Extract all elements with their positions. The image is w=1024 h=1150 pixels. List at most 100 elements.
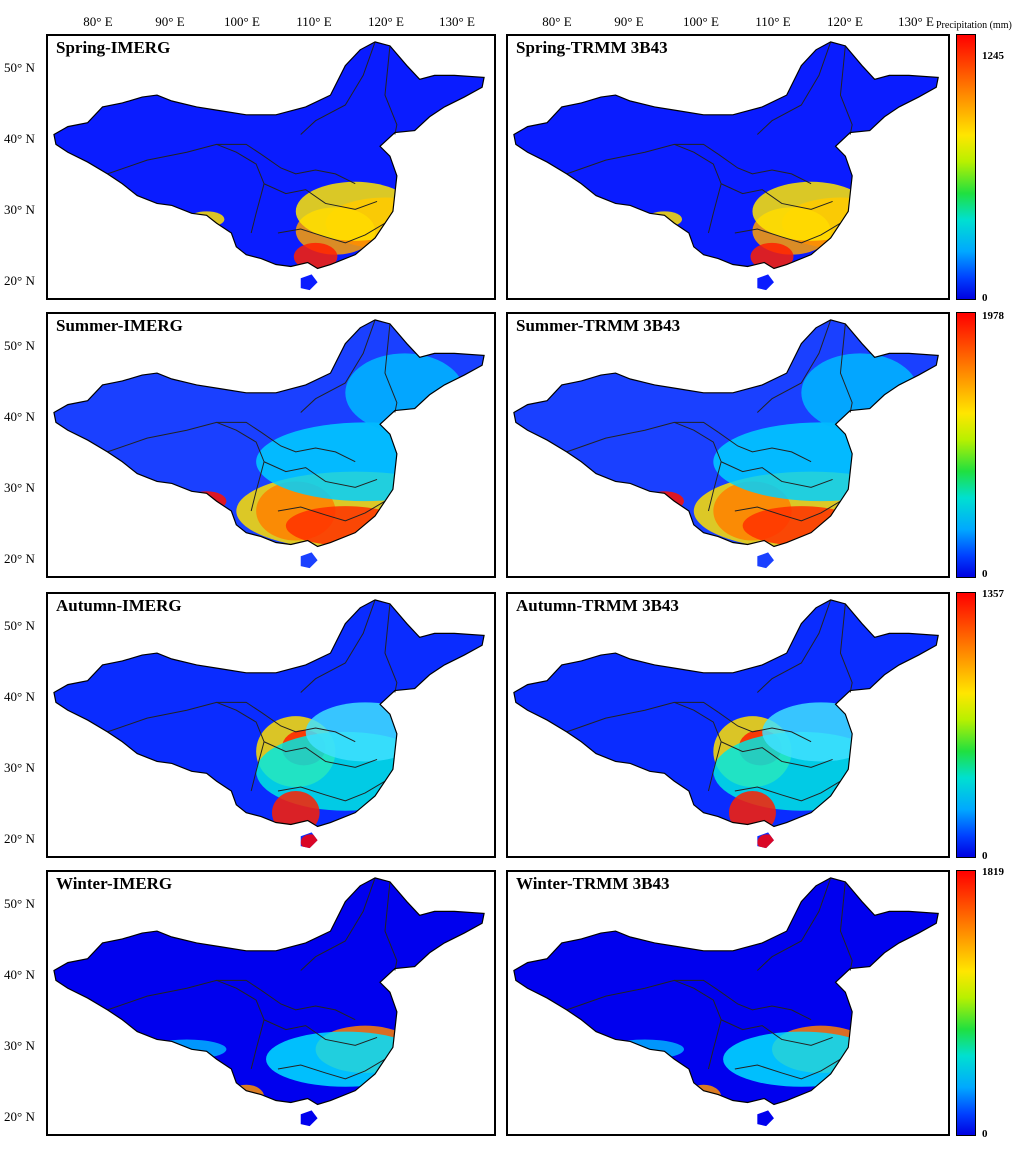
precipitation-zone: [186, 491, 227, 511]
region-boundary: [756, 599, 832, 693]
region-boundary: [260, 431, 356, 463]
lat-tick: 40° N: [4, 131, 35, 146]
country-outline: [513, 599, 939, 828]
precipitation-map: [53, 319, 485, 569]
region-boundary: [107, 143, 262, 175]
region-boundary: [216, 701, 265, 792]
precipitation-zone: [605, 1039, 684, 1060]
region-boundary: [107, 421, 262, 453]
lon-tick: 100° E: [224, 14, 260, 29]
precipitation-zone: [742, 506, 860, 546]
region-boundary: [674, 143, 722, 234]
lat-tick: 50° N: [4, 618, 35, 633]
lat-tick: 20° N: [4, 831, 35, 846]
precipitation-zone: [256, 422, 475, 502]
region-boundary: [717, 711, 812, 743]
region-boundary: [277, 1058, 386, 1080]
lon-tick: 130° E: [898, 14, 934, 29]
panel-title: Summer-TRMM 3B43: [516, 316, 681, 335]
region-boundary: [717, 431, 812, 463]
precipitation-zone: [728, 790, 776, 835]
region-boundary: [300, 319, 376, 413]
region-boundary: [107, 701, 262, 733]
lon-tick: 110° E: [755, 14, 791, 29]
lon-tick: 100° E: [683, 14, 719, 29]
colorbar-min: 0: [982, 568, 988, 580]
colorbar-min: 0: [982, 850, 988, 862]
region-boundary: [384, 45, 398, 135]
region-boundary: [720, 741, 833, 768]
region-boundary: [566, 701, 719, 733]
precipitation-zone: [752, 181, 870, 241]
map-panel-summer-imerg: Summer-IMERG: [46, 312, 496, 578]
country-outline: [53, 877, 485, 1106]
region-boundary: [839, 323, 853, 413]
region-boundary: [674, 421, 722, 512]
colorbar-title: Precipitation (mm): [936, 20, 1012, 31]
colorbar-max: 1819: [982, 866, 1004, 878]
colorbar-min: 0: [982, 292, 988, 304]
region-boundary: [216, 421, 265, 512]
precipitation-zone: [750, 242, 794, 271]
colorbar-max: 1978: [982, 310, 1004, 322]
precipitation-zone: [285, 506, 405, 546]
region-boundary: [263, 183, 378, 210]
map-panel-spring-trmm: Spring-TRMM 3B43: [506, 34, 950, 300]
region-boundary: [734, 780, 841, 802]
region-boundary: [717, 153, 812, 185]
region-boundary: [756, 877, 832, 971]
colorbar-autumn: [956, 592, 976, 858]
lat-tick: 30° N: [4, 760, 35, 775]
panel-title: Winter-TRMM 3B43: [516, 874, 670, 893]
region-boundary: [300, 877, 376, 971]
precipitation-map: [53, 599, 485, 849]
lat-tick: 40° N: [4, 409, 35, 424]
region-boundary: [839, 45, 853, 135]
precipitation-map: [513, 599, 939, 849]
lat-tick: 20° N: [4, 1109, 35, 1124]
lon-tick: 130° E: [439, 14, 475, 29]
country-outline: [513, 319, 939, 548]
panel-title: Summer-IMERG: [56, 316, 183, 335]
precipitation-zone: [295, 181, 415, 241]
colorbar-summer: [956, 312, 976, 578]
region-boundary: [300, 599, 376, 693]
region-boundary: [674, 701, 722, 792]
region-boundary: [734, 500, 841, 522]
region-boundary: [756, 319, 832, 413]
map-panel-summer-trmm: Summer-TRMM 3B43: [506, 312, 950, 578]
lat-tick: 30° N: [4, 1038, 35, 1053]
region-boundary: [260, 153, 356, 185]
region-boundary: [566, 421, 719, 453]
lat-tick: 40° N: [4, 967, 35, 982]
lon-tick: 90° E: [155, 14, 185, 29]
region-boundary: [277, 500, 386, 522]
country-outline: [513, 877, 939, 1106]
panel-title: Spring-IMERG: [56, 38, 171, 57]
region-boundary: [384, 881, 398, 971]
region-boundary: [384, 323, 398, 413]
region-boundary: [674, 979, 722, 1070]
region-boundary: [384, 603, 398, 693]
country-outline: [513, 41, 939, 270]
region-boundary: [107, 979, 262, 1011]
lat-tick: 40° N: [4, 689, 35, 704]
region-boundary: [277, 780, 386, 802]
panel-title: Autumn-TRMM 3B43: [516, 596, 679, 615]
region-boundary: [263, 461, 378, 488]
region-boundary: [260, 711, 356, 743]
precipitation-map: [513, 877, 939, 1127]
region-boundary: [720, 183, 833, 210]
region-boundary: [839, 603, 853, 693]
precipitation-map: [53, 877, 485, 1127]
region-boundary: [263, 741, 378, 768]
lon-tick: 80° E: [542, 14, 572, 29]
lat-tick: 50° N: [4, 338, 35, 353]
precipitation-map: [513, 41, 939, 291]
precipitation-zone: [228, 1084, 265, 1109]
lat-tick: 30° N: [4, 202, 35, 217]
map-panel-autumn-imerg: Autumn-IMERG: [46, 592, 496, 858]
precipitation-map: [513, 319, 939, 569]
precipitation-zone: [801, 353, 919, 433]
region-boundary: [277, 222, 386, 244]
